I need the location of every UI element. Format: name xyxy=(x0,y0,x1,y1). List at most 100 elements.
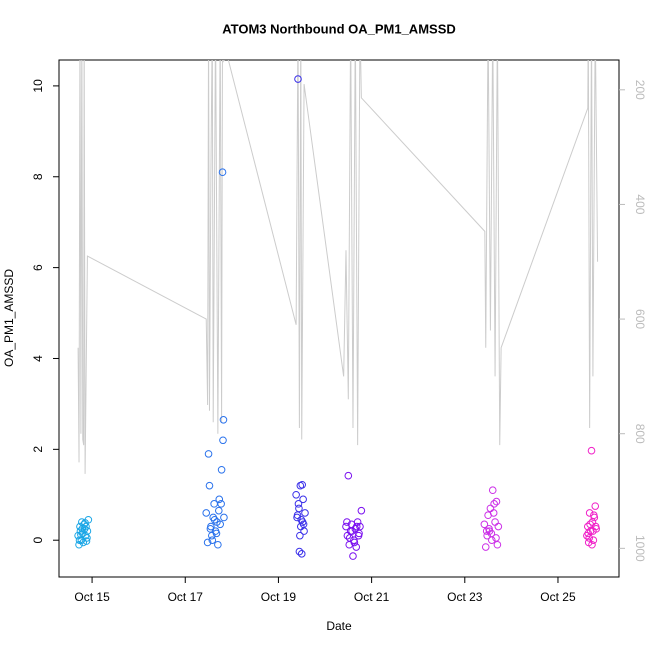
x-tick-label: Oct 15 xyxy=(74,590,110,604)
point xyxy=(494,522,503,531)
y2-tick-label: 1000 xyxy=(633,535,647,562)
point xyxy=(489,509,498,517)
point xyxy=(481,543,490,551)
point xyxy=(301,509,309,517)
x-axis-label: Date xyxy=(326,619,352,633)
point xyxy=(217,465,226,474)
point xyxy=(204,450,213,458)
point xyxy=(292,490,300,499)
point xyxy=(590,511,598,520)
point xyxy=(81,531,90,540)
point xyxy=(299,520,308,529)
point xyxy=(215,495,224,504)
y2-tick-label: 400 xyxy=(633,194,647,214)
point xyxy=(215,506,223,515)
plot-area xyxy=(74,60,600,560)
point xyxy=(208,536,217,545)
point xyxy=(343,518,351,526)
point xyxy=(203,538,212,547)
point xyxy=(587,446,596,455)
point xyxy=(349,552,357,560)
point xyxy=(298,480,306,489)
y-tick-label: 10 xyxy=(31,79,45,93)
point xyxy=(488,486,497,495)
x-tick-label: Oct 19 xyxy=(261,590,297,604)
point xyxy=(295,547,304,556)
y-tick-label: 4 xyxy=(31,355,45,362)
point xyxy=(583,531,591,540)
point xyxy=(216,520,224,529)
point xyxy=(344,471,353,480)
point xyxy=(82,522,90,531)
point xyxy=(480,520,489,529)
point xyxy=(345,534,354,542)
point xyxy=(350,538,359,547)
point xyxy=(299,495,307,504)
point xyxy=(355,529,363,538)
x-tick-label: Oct 23 xyxy=(447,590,483,604)
point xyxy=(585,534,593,542)
y2-tick-label: 800 xyxy=(633,424,647,444)
point xyxy=(217,500,225,508)
y-tick-label: 2 xyxy=(31,446,45,453)
point xyxy=(348,527,356,535)
point xyxy=(584,529,593,538)
point xyxy=(585,509,594,517)
point xyxy=(485,525,493,533)
point xyxy=(75,540,83,549)
point xyxy=(353,518,362,526)
point xyxy=(81,519,89,527)
point xyxy=(205,481,214,490)
point xyxy=(209,513,218,522)
point xyxy=(219,416,228,424)
y-tick-label: 0 xyxy=(31,537,45,544)
point xyxy=(589,536,598,545)
y2-tick-label: 600 xyxy=(633,309,647,329)
point xyxy=(214,540,222,549)
y-tick-label: 8 xyxy=(31,173,45,180)
y2-tick-label: 200 xyxy=(633,80,647,100)
point xyxy=(83,527,92,535)
plot-box xyxy=(58,59,620,578)
point xyxy=(486,504,495,513)
y-axis-label: OA_PM1_AMSSD xyxy=(2,269,16,367)
point xyxy=(588,540,596,549)
point xyxy=(492,497,501,506)
point xyxy=(357,506,366,515)
point xyxy=(491,518,499,526)
point xyxy=(297,550,306,558)
data-line xyxy=(77,60,599,474)
chart-title: ATOM3 Northbound OA_PM1_AMSSD xyxy=(222,21,456,36)
point xyxy=(219,436,227,445)
x-tick-label: Oct 25 xyxy=(540,590,576,604)
y-tick-label: 6 xyxy=(31,264,45,271)
point xyxy=(589,527,597,535)
point xyxy=(76,522,84,531)
point xyxy=(218,168,227,177)
point xyxy=(80,520,88,529)
point xyxy=(487,529,496,538)
point xyxy=(490,500,498,508)
point xyxy=(297,515,306,524)
point xyxy=(352,522,361,531)
point xyxy=(294,75,302,83)
x-tick-label: Oct 17 xyxy=(168,590,204,604)
point xyxy=(483,531,491,540)
point xyxy=(206,525,215,533)
point xyxy=(482,527,491,535)
point xyxy=(293,511,302,520)
x-tick-label: Oct 21 xyxy=(354,590,390,604)
point xyxy=(82,537,91,545)
point xyxy=(493,540,502,549)
point xyxy=(492,534,500,542)
point xyxy=(220,513,228,522)
point xyxy=(294,500,303,508)
point xyxy=(202,509,211,517)
point xyxy=(296,531,304,540)
point xyxy=(212,529,221,538)
point xyxy=(210,515,219,524)
point xyxy=(591,502,600,510)
point xyxy=(352,543,361,551)
point xyxy=(77,530,85,539)
